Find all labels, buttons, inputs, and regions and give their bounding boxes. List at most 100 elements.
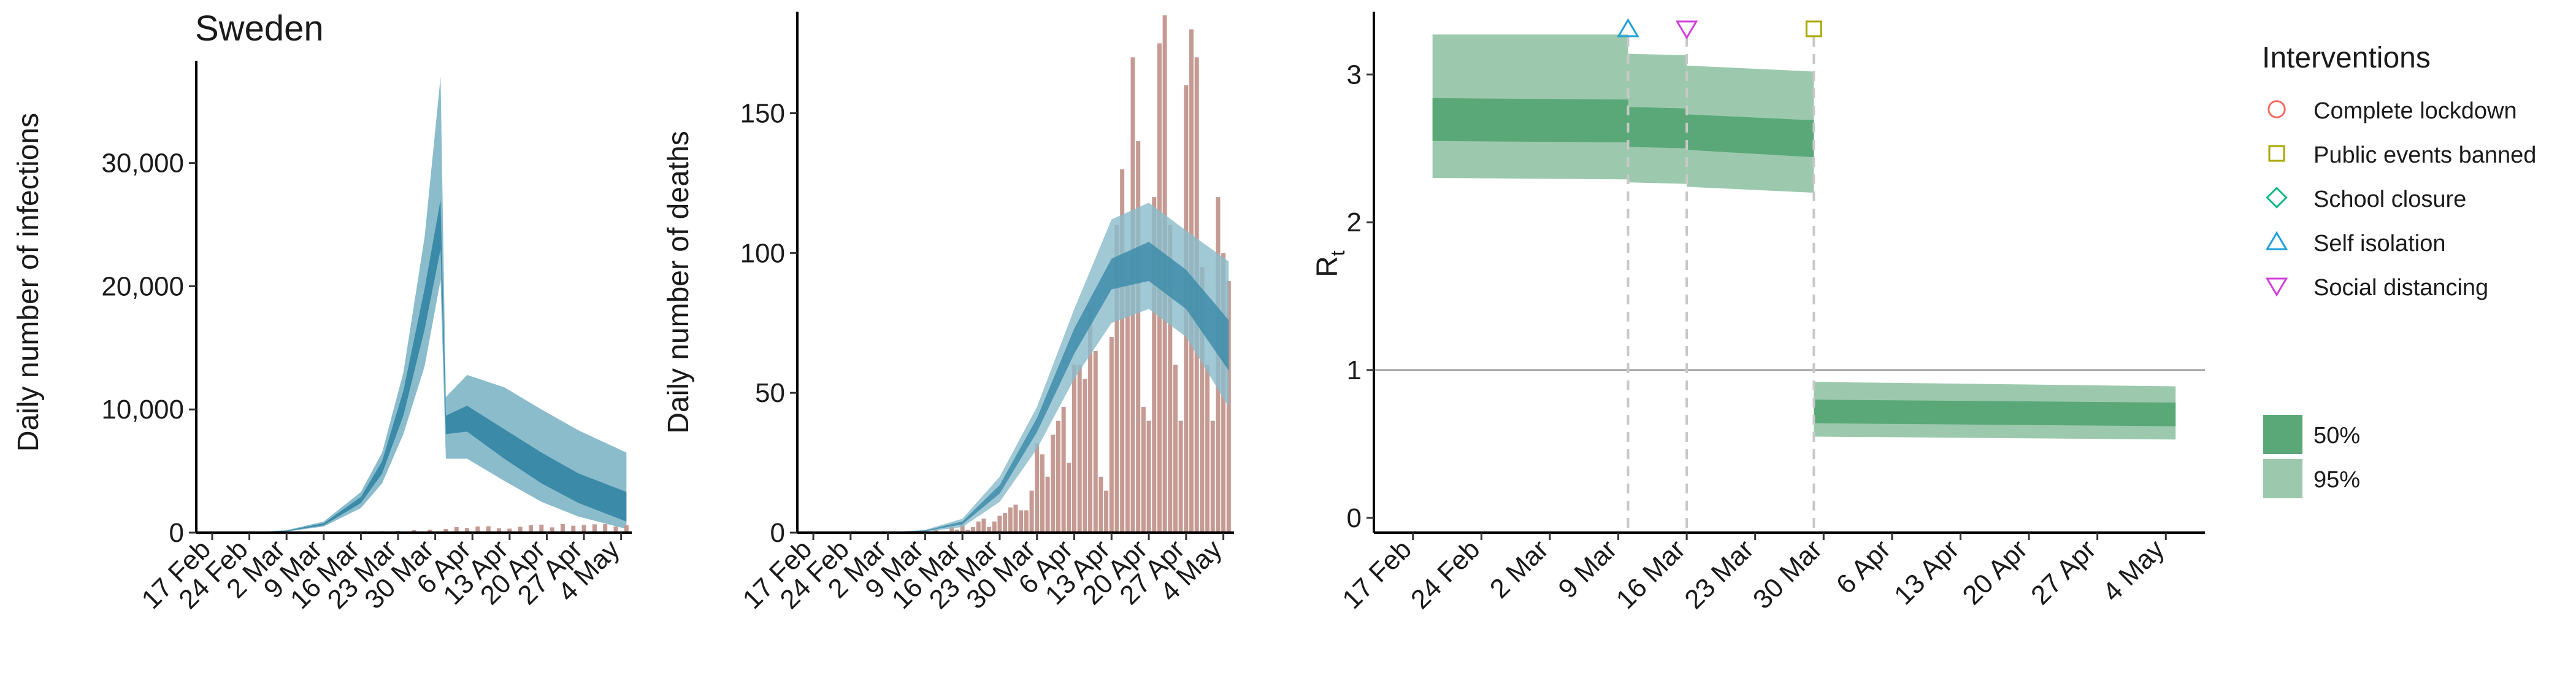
infections-bar	[465, 528, 470, 533]
deaths-bands	[882, 203, 1229, 533]
legend-label: Self isolation	[2313, 231, 2445, 257]
rt-x-tick-label: 17 Feb	[1336, 534, 1417, 615]
deaths-bar	[1088, 309, 1093, 533]
infections-bar	[550, 527, 554, 533]
infections-bands	[212, 77, 627, 533]
deaths-bar	[1013, 504, 1018, 533]
deaths-y-tick-label: 50	[755, 378, 785, 408]
rt-x-tick-label: 27 Apr	[2025, 534, 2102, 611]
rt-x-tick-label: 20 Apr	[1957, 534, 2034, 611]
infections-bar	[475, 526, 480, 533]
rt-y-tick-label: 0	[1347, 503, 1362, 533]
deaths-bar	[976, 521, 981, 533]
infections-y-tick-label: 10,000	[101, 395, 184, 425]
legend-symbol	[2268, 145, 2285, 162]
legend-symbol	[2265, 231, 2288, 250]
rt-y-tick-label: 1	[1347, 355, 1362, 385]
deaths-bar	[1152, 197, 1157, 533]
deaths-bar	[987, 527, 992, 533]
deaths-bar	[965, 530, 970, 533]
intervention-marker	[1805, 20, 1822, 37]
deaths-band-95	[882, 203, 1229, 533]
rt-x-tick-label: 2 Mar	[1484, 534, 1554, 604]
infections-bar	[486, 526, 491, 533]
deaths-bar	[1109, 337, 1114, 533]
rt-x-tick-label: 23 Mar	[1679, 534, 1759, 614]
deaths-bar	[1136, 141, 1141, 533]
rt-band-50	[1687, 114, 1814, 158]
deaths-bar	[1019, 510, 1024, 533]
infections-y-tick-label: 0	[169, 518, 184, 548]
deaths-bar	[1200, 267, 1205, 533]
deaths-bar	[1146, 420, 1151, 533]
deaths-bar	[1173, 365, 1178, 533]
deaths-bar	[1141, 406, 1146, 533]
infections-band-50	[212, 199, 627, 533]
deaths-bar	[954, 530, 959, 533]
deaths-bar	[1114, 225, 1119, 533]
deaths-bar	[1035, 443, 1040, 533]
deaths-bar	[1024, 510, 1029, 533]
deaths-band-50	[882, 242, 1229, 533]
rt-subscript: t	[1327, 250, 1349, 256]
legend-label: Complete lockdown	[2313, 98, 2517, 124]
rt-y-axis-title: Rt	[1311, 250, 1349, 277]
infections-bar	[603, 523, 608, 533]
legend-label: Social distancing	[2313, 275, 2488, 301]
deaths-bar	[960, 524, 965, 533]
infections-bar	[624, 525, 629, 533]
deaths-bar	[1098, 476, 1103, 533]
infections-bar	[507, 528, 512, 533]
legend-label: Public events banned	[2313, 142, 2536, 168]
deaths-bar	[1072, 365, 1077, 533]
panel-title: Sweden	[195, 9, 324, 48]
infections-bar	[443, 528, 448, 533]
deaths-y-tick-label: 0	[770, 518, 785, 548]
legend-symbol	[2265, 277, 2288, 297]
legend-label: 50%	[2313, 423, 2360, 449]
deaths-bar	[933, 530, 938, 533]
rt-x-tick-label: 13 Apr	[1888, 534, 1965, 611]
infections-panel: Sweden Daily number of infections 0 10,00…	[12, 9, 632, 615]
interventions-legend: Interventions Complete lockdown Public ev…	[2262, 42, 2536, 498]
infections-bar	[412, 530, 416, 533]
infections-y-axis-title: Daily number of infections	[12, 113, 45, 452]
deaths-bar	[1104, 490, 1109, 533]
legend-items: Complete lockdown Public events banned Sch…	[2265, 98, 2536, 301]
legend-symbol	[2266, 187, 2288, 209]
deaths-bar	[1125, 280, 1130, 533]
infections-bar	[581, 525, 586, 533]
legend-swatch	[2263, 415, 2302, 454]
rt-y-tick-label: 2	[1347, 207, 1362, 237]
infections-bar	[592, 524, 597, 533]
infections-bars	[279, 523, 629, 533]
deaths-bar	[1056, 420, 1060, 533]
rt-x-tick-label: 4 May	[2097, 534, 2170, 607]
deaths-bar	[992, 521, 997, 533]
rt-x-tick-label: 16 Mar	[1611, 534, 1691, 614]
deaths-bar	[1210, 420, 1215, 533]
deaths-bar	[997, 515, 1002, 533]
deaths-bar	[1120, 169, 1125, 533]
legend-symbol	[2267, 100, 2286, 118]
legend-label: School closure	[2313, 187, 2466, 212]
deaths-bar	[981, 519, 986, 533]
deaths-bar	[1178, 420, 1183, 533]
legend-title: Interventions	[2262, 42, 2431, 74]
deaths-bar	[1093, 350, 1098, 533]
rt-bands	[1374, 34, 2205, 440]
deaths-bar	[1029, 490, 1034, 533]
legend-label: 95%	[2313, 467, 2360, 493]
deaths-bar	[1205, 365, 1210, 533]
deaths-bar	[1040, 454, 1045, 533]
infections-bar	[613, 526, 618, 533]
legend-band-items: 50% 95%	[2263, 415, 2360, 498]
deaths-bar	[949, 527, 954, 533]
deaths-y-tick-label: 100	[740, 238, 785, 268]
rt-band-50	[1432, 98, 1628, 143]
deaths-bar	[1061, 406, 1066, 533]
